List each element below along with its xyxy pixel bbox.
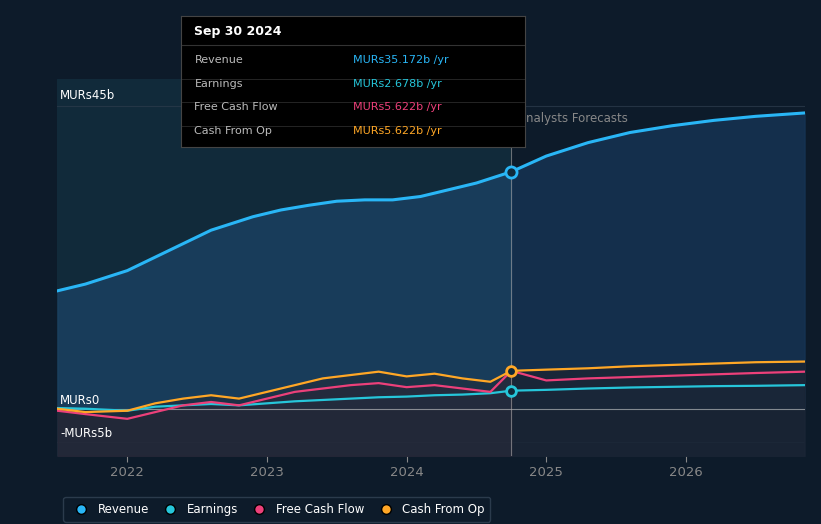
Text: MURs35.172b /yr: MURs35.172b /yr <box>353 55 448 65</box>
Text: MURs5.622b /yr: MURs5.622b /yr <box>353 126 442 136</box>
Text: Earnings: Earnings <box>195 79 243 89</box>
Bar <box>511 79 805 456</box>
Text: Sep 30 2024: Sep 30 2024 <box>195 25 282 38</box>
Text: Analysts Forecasts: Analysts Forecasts <box>518 112 628 125</box>
Bar <box>57 79 511 456</box>
Text: MURs45b: MURs45b <box>60 89 116 102</box>
Text: Revenue: Revenue <box>195 55 243 65</box>
Legend: Revenue, Earnings, Free Cash Flow, Cash From Op: Revenue, Earnings, Free Cash Flow, Cash … <box>63 497 490 522</box>
Text: Past: Past <box>479 112 504 125</box>
Text: Cash From Op: Cash From Op <box>195 126 273 136</box>
Text: MURs2.678b /yr: MURs2.678b /yr <box>353 79 442 89</box>
Text: -MURs5b: -MURs5b <box>60 428 112 440</box>
Text: Free Cash Flow: Free Cash Flow <box>195 102 278 112</box>
Text: MURs5.622b /yr: MURs5.622b /yr <box>353 102 442 112</box>
Text: MURs0: MURs0 <box>60 394 100 407</box>
